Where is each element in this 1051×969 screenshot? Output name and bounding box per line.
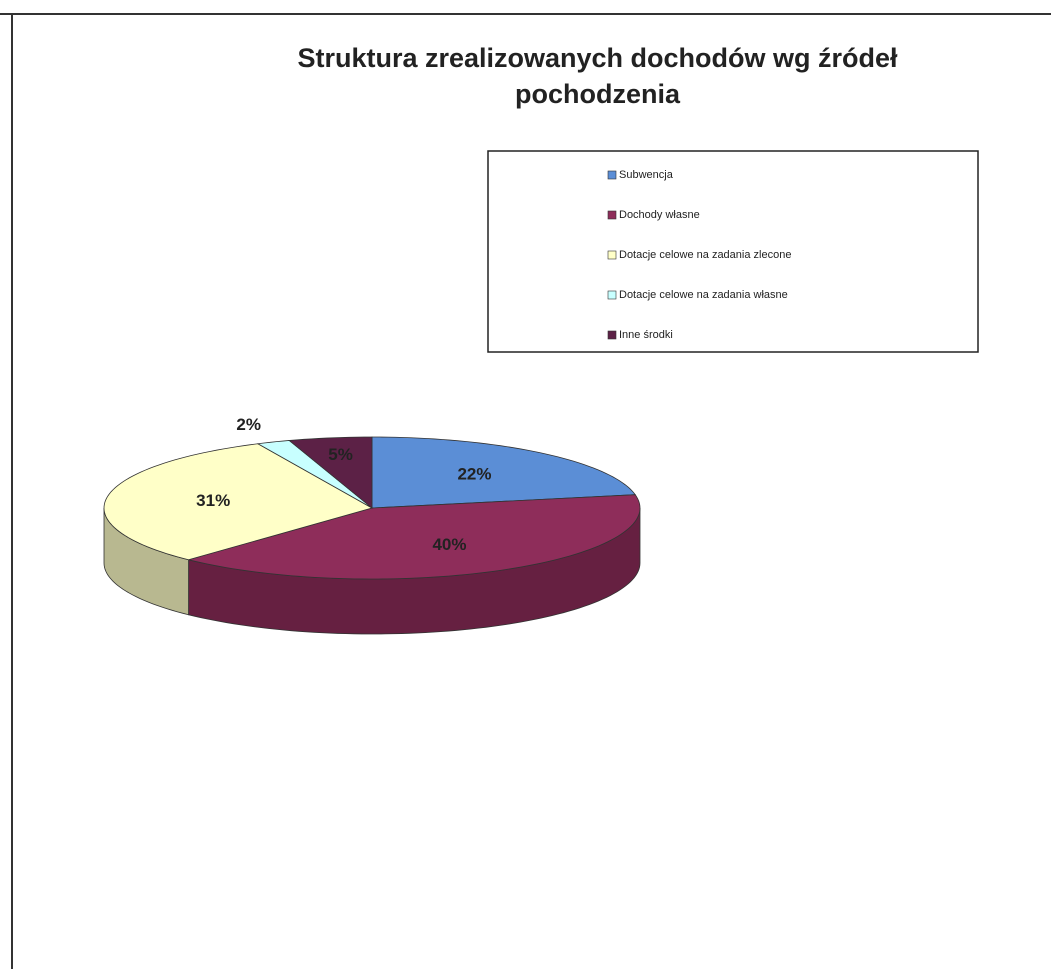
chart-title: Struktura zrealizowanych dochodów wg źró… — [297, 43, 898, 109]
data-label: 5% — [328, 445, 353, 464]
legend-label: Dotacje celowe na zadania własne — [619, 289, 788, 301]
legend-box — [487, 150, 979, 353]
legend-label: Dotacje celowe na zadania zlecone — [619, 249, 791, 261]
legend-swatch — [607, 170, 617, 180]
data-label: 31% — [196, 491, 230, 510]
data-label: 2% — [236, 415, 261, 434]
slice — [186, 494, 641, 580]
legend-swatch — [607, 210, 617, 220]
data-label: 40% — [432, 535, 466, 554]
legend-swatch — [607, 290, 617, 300]
data-label: 22% — [457, 465, 491, 484]
legend-label: Dochody własne — [619, 209, 700, 221]
slice — [256, 440, 373, 509]
slice — [103, 443, 374, 561]
legend-label: Inne środki — [619, 329, 673, 341]
legend-swatch — [607, 250, 617, 260]
legend-label: Subwencja — [619, 169, 674, 181]
legend-swatch — [607, 330, 617, 340]
slice — [288, 436, 373, 509]
slice — [371, 436, 637, 509]
